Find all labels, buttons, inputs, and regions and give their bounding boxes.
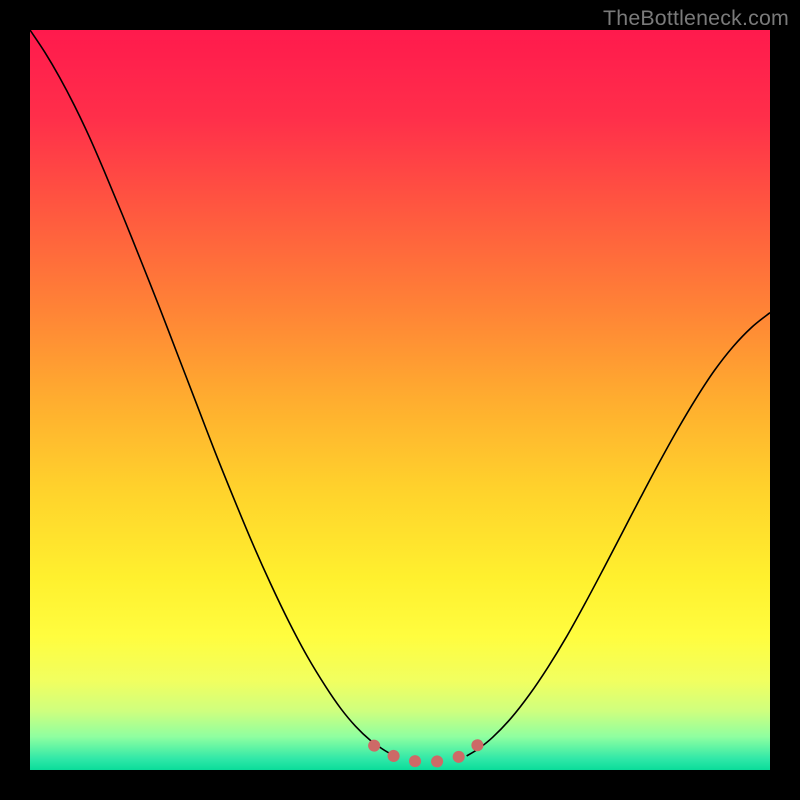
watermark-label: TheBottleneck.com xyxy=(603,6,789,31)
flat_region_marker xyxy=(374,742,481,762)
left_curve xyxy=(30,30,396,757)
bottleneck-curve-chart xyxy=(0,0,800,800)
right_curve xyxy=(467,313,770,756)
